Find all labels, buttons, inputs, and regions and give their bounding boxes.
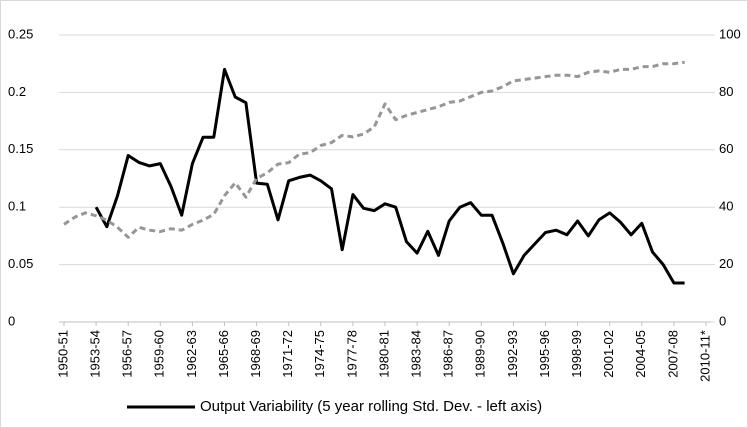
legend-label: Output Variability (5 year rolling Std. … [200, 398, 542, 415]
y-tick-label: 0.15 [8, 141, 33, 156]
y-tick-label: 0.1 [8, 199, 26, 214]
y2-tick-label: 20 [719, 256, 733, 271]
x-tick-label: 1995-96 [537, 330, 552, 378]
x-tick-label: 1977-78 [344, 330, 359, 378]
series-line [94, 67, 685, 285]
y-tick-label: 0.2 [8, 84, 26, 99]
x-tick-label: 2007-08 [665, 330, 680, 378]
y2-tick-label: 60 [719, 141, 733, 156]
y-tick-label: 0 [8, 313, 15, 328]
x-tick-label: 1989-90 [473, 330, 488, 378]
y2-tick-label: 40 [719, 199, 733, 214]
x-tick-label: 1998-99 [569, 330, 584, 378]
x-tick-label: 2010-11* [697, 330, 712, 382]
x-tick-label: 1965-66 [216, 330, 231, 378]
x-tick-label: 1950-51 [55, 330, 70, 378]
y2-tick-label: 80 [719, 84, 733, 99]
y2-tick-label: 100 [719, 26, 741, 41]
x-tick-label: 1980-81 [376, 330, 391, 378]
y-tick-label: 0.05 [8, 256, 33, 271]
x-tick-label: 1968-69 [248, 330, 263, 378]
x-tick-label: 1956-57 [120, 330, 135, 378]
y2-tick-label: 0 [719, 313, 726, 328]
x-tick-label: 1962-63 [184, 330, 199, 378]
x-tick-label: 1983-84 [409, 330, 424, 378]
y-tick-label: 0.25 [8, 26, 33, 41]
x-tick-label: 1953-54 [88, 330, 103, 378]
x-tick-label: 1986-87 [441, 330, 456, 378]
x-tick-label: 2004-05 [633, 330, 648, 378]
x-tick-label: 1959-60 [152, 330, 167, 378]
x-tick-label: 1974-75 [312, 330, 327, 378]
x-tick-label: 1971-72 [280, 330, 295, 378]
x-tick-label: 1992-93 [505, 330, 520, 378]
x-tick-label: 2001-02 [601, 330, 616, 378]
